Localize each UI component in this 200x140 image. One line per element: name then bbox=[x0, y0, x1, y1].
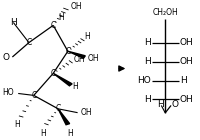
Text: OH: OH bbox=[87, 54, 99, 63]
Text: H: H bbox=[144, 38, 151, 47]
Text: C: C bbox=[31, 91, 36, 100]
Text: HO: HO bbox=[137, 76, 151, 85]
Text: H: H bbox=[41, 129, 46, 138]
Text: H: H bbox=[180, 76, 187, 85]
Text: OH: OH bbox=[180, 95, 194, 104]
Text: OH: OH bbox=[180, 57, 194, 66]
Text: H: H bbox=[157, 100, 164, 109]
Text: H: H bbox=[58, 13, 64, 22]
Text: HO: HO bbox=[3, 88, 14, 97]
Text: C: C bbox=[26, 38, 32, 47]
Text: O: O bbox=[2, 52, 9, 61]
Polygon shape bbox=[68, 51, 85, 58]
Text: C: C bbox=[65, 47, 70, 56]
Text: O: O bbox=[171, 100, 178, 109]
Text: CH₂OH: CH₂OH bbox=[152, 8, 178, 18]
Text: H: H bbox=[84, 32, 90, 41]
Text: C: C bbox=[55, 104, 61, 113]
Text: H: H bbox=[14, 120, 20, 129]
Text: C: C bbox=[51, 21, 56, 30]
Text: H: H bbox=[10, 18, 17, 27]
Text: H: H bbox=[144, 57, 151, 66]
Text: OH: OH bbox=[71, 2, 82, 11]
Text: H: H bbox=[73, 82, 78, 91]
Text: H: H bbox=[67, 129, 73, 138]
Text: OH: OH bbox=[81, 108, 92, 117]
Polygon shape bbox=[58, 109, 70, 125]
Text: C: C bbox=[51, 69, 56, 78]
Text: OH: OH bbox=[180, 38, 194, 47]
Text: H: H bbox=[144, 95, 151, 104]
Text: OH: OH bbox=[74, 55, 85, 64]
Polygon shape bbox=[53, 73, 72, 86]
